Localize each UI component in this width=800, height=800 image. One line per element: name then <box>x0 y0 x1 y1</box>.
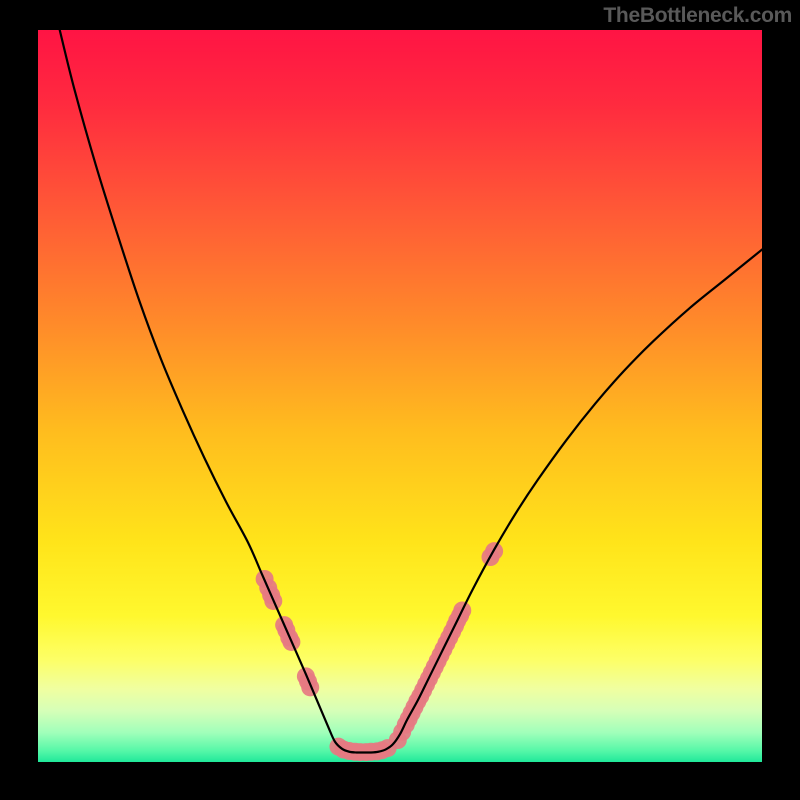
chart-plot-area <box>38 30 762 762</box>
chart-background <box>38 30 762 762</box>
bottleneck-chart <box>38 30 762 762</box>
watermark-label: TheBottleneck.com <box>603 4 792 28</box>
